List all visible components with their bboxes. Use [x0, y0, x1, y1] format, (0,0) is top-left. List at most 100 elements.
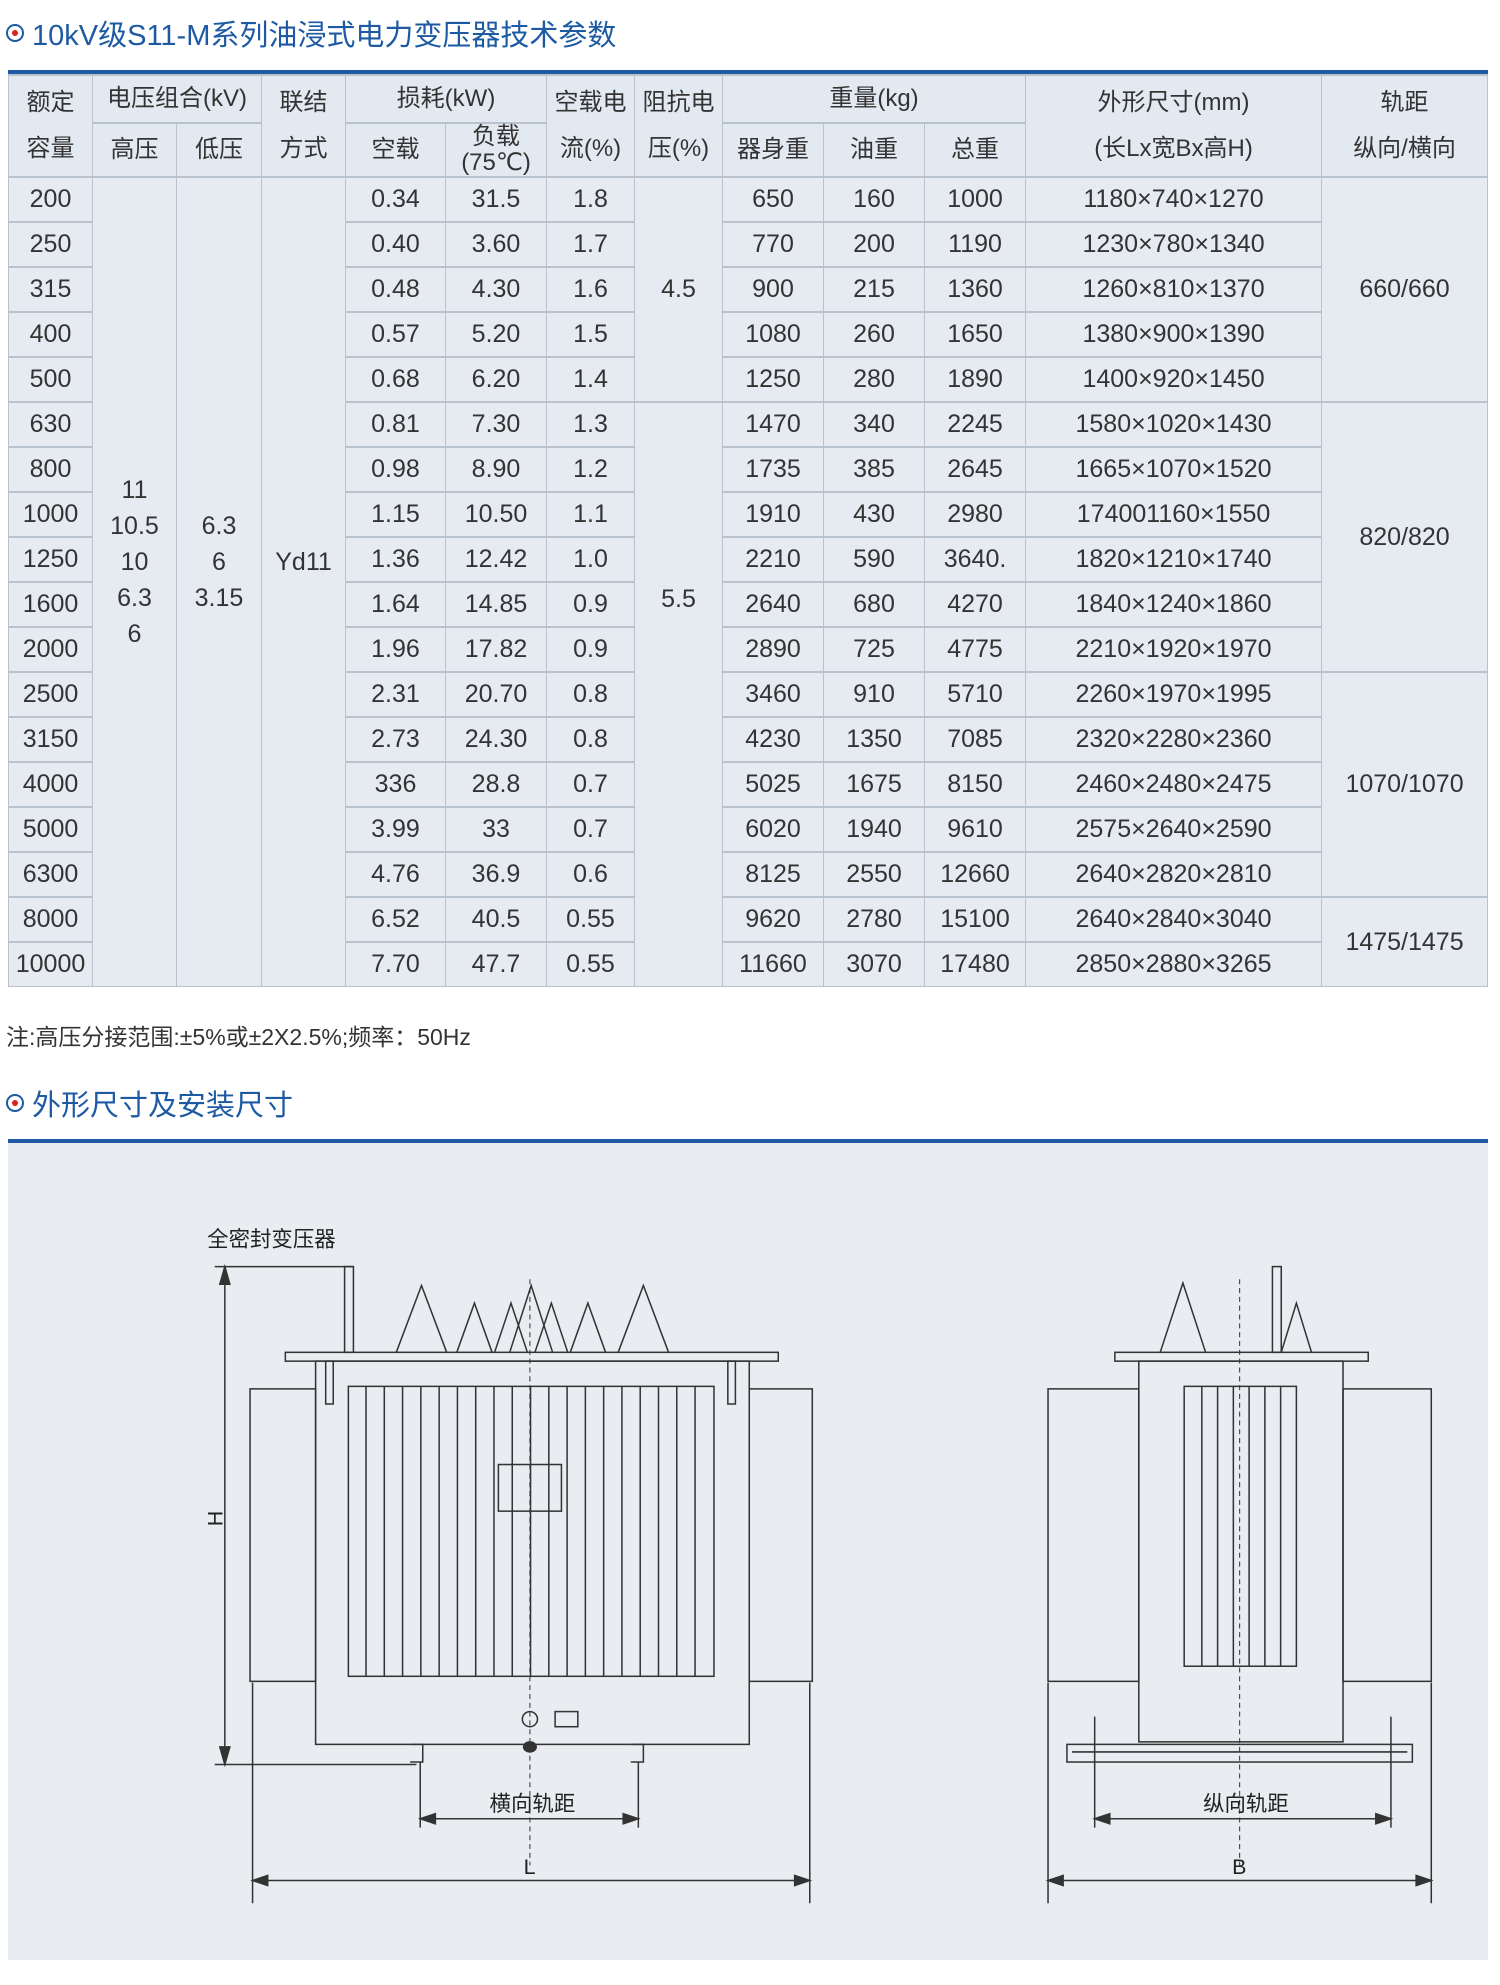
no-load-loss-cell: 0.34	[345, 176, 446, 223]
oil-weight-cell: 725	[823, 626, 926, 673]
header-impedance: 阻抗电压(%)	[634, 74, 724, 178]
dimensions-cell: 1230×780×1340	[1025, 221, 1323, 268]
no-load-current-cell: 0.7	[546, 806, 636, 853]
lv-values-cell: 6.3 6 3.15	[176, 176, 262, 987]
hv-value: 11	[121, 476, 148, 504]
capacity-cell: 1250	[8, 536, 93, 583]
total-weight-cell: 2645	[924, 446, 1027, 493]
header-no-load-current: 空载电 流(%)	[546, 74, 636, 178]
impedance-cell: 5.5	[634, 401, 724, 987]
oil-weight-cell: 340	[823, 401, 926, 448]
gauge-cell: 660/660	[1321, 176, 1489, 403]
gauge-cell: 1070/1070	[1321, 671, 1489, 898]
dimensions-cell: 2320×2280×2360	[1025, 716, 1323, 763]
no-load-current-cell: 0.7	[546, 761, 636, 808]
no-load-loss-cell: 6.52	[345, 896, 446, 943]
impedance-cell: 4.5	[634, 176, 724, 403]
total-weight-cell: 1000	[924, 176, 1027, 223]
oil-weight-cell: 2780	[823, 896, 926, 943]
body-weight-cell: 2210	[722, 536, 825, 583]
capacity-cell: 500	[8, 356, 93, 403]
oil-weight-cell: 2550	[823, 851, 926, 898]
total-weight-cell: 1190	[924, 221, 1027, 268]
no-load-current-cell: 1.1	[546, 491, 636, 538]
hv-values-cell: 11 10.5 10 6.3 6	[92, 176, 177, 987]
section-title-dimensions: 外形尺寸及安装尺寸	[6, 1082, 293, 1124]
capacity-cell: 250	[8, 221, 93, 268]
load-loss-cell: 5.20	[444, 311, 548, 358]
header-lv: 低压	[176, 122, 262, 178]
header-gauge: 轨距 纵向/横向	[1321, 74, 1489, 178]
capacity-cell: 1000	[8, 491, 93, 538]
total-weight-cell: 15100	[924, 896, 1027, 943]
dimensions-cell: 1820×1210×1740	[1025, 536, 1323, 583]
dimensions-cell: 1580×1020×1430	[1025, 401, 1323, 448]
header-connection: 联结 方式	[261, 74, 346, 178]
header-text: (75℃)	[461, 149, 531, 176]
lv-value: 3.15	[194, 584, 244, 612]
capacity-cell: 800	[8, 446, 93, 493]
front-view	[214, 1263, 814, 1904]
no-load-loss-cell: 0.81	[345, 401, 446, 448]
label-l: L	[524, 1855, 536, 1879]
no-load-loss-cell: 4.76	[345, 851, 446, 898]
lv-value: 6	[212, 548, 226, 576]
capacity-cell: 10000	[8, 941, 93, 987]
no-load-current-cell: 1.5	[546, 311, 636, 358]
capacity-cell: 2000	[8, 626, 93, 673]
load-loss-cell: 4.30	[444, 266, 548, 313]
body-weight-cell: 2890	[722, 626, 825, 673]
section-title-text: 10kV级S11-M系列油浸式电力变压器技术参数	[32, 20, 617, 52]
no-load-current-cell: 1.3	[546, 401, 636, 448]
capacity-cell: 8000	[8, 896, 93, 943]
no-load-current-cell: 0.8	[546, 671, 636, 718]
no-load-current-cell: 1.0	[546, 536, 636, 583]
divider	[8, 1139, 1488, 1143]
body-weight-cell: 4230	[722, 716, 825, 763]
header-text: 阻抗电	[642, 89, 715, 116]
load-loss-cell: 33	[444, 806, 548, 853]
gauge-cell: 1475/1475	[1321, 896, 1489, 987]
total-weight-cell: 7085	[924, 716, 1027, 763]
table-row: 6300 4.76 36.9 0.6 8125 2550 12660 2640×2820×28…	[8, 851, 1488, 898]
total-weight-cell: 1890	[924, 356, 1027, 403]
dimensions-cell: 1400×920×1450	[1025, 356, 1323, 403]
no-load-loss-cell: 1.96	[345, 626, 446, 673]
no-load-current-cell: 1.4	[546, 356, 636, 403]
no-load-current-cell: 0.8	[546, 716, 636, 763]
no-load-current-cell: 0.6	[546, 851, 636, 898]
header-text: 压(%)	[647, 135, 710, 162]
load-loss-cell: 6.20	[444, 356, 548, 403]
header-load: 负载 (75℃)	[444, 122, 548, 178]
header-text: 纵向/横向	[1353, 135, 1456, 162]
table-row: 2000 1.96 17.82 0.9 2890 725 4775 2210×1920×197…	[8, 626, 1488, 673]
table-row: 4000 336 28.8 0.7 5025 1675 8150 2460×2480×2475	[8, 761, 1488, 808]
table-row: 800 0.98 8.90 1.2 1735 385 2645 1665×1070×1520	[8, 446, 1488, 493]
label-b: B	[1232, 1855, 1246, 1879]
table-row: 8000 6.52 40.5 0.55 9620 2780 15100 2640×2840×3…	[8, 896, 1489, 987]
body-weight-cell: 1080	[722, 311, 825, 358]
header-hv: 高压	[92, 122, 177, 178]
section-title-text: 外形尺寸及安装尺寸	[32, 1090, 294, 1122]
header-body-weight: 器身重	[722, 122, 825, 178]
body-weight-cell: 1735	[722, 446, 825, 493]
header-text: 外形尺寸(mm)	[1097, 89, 1250, 116]
dimensions-cell: 2575×2640×2590	[1025, 806, 1323, 853]
capacity-cell: 400	[8, 311, 93, 358]
no-load-loss-cell: 7.70	[345, 941, 446, 987]
header-oil-weight: 油重	[823, 122, 926, 178]
load-loss-cell: 24.30	[444, 716, 548, 763]
no-load-loss-cell: 336	[345, 761, 446, 808]
no-load-current-cell: 1.8	[546, 176, 636, 223]
header-text: 额定	[26, 89, 75, 116]
no-load-current-cell: 0.55	[546, 941, 636, 987]
no-load-current-cell: 1.6	[546, 266, 636, 313]
oil-weight-cell: 215	[823, 266, 926, 313]
table-row: 1600 1.64 14.85 0.9 2640 680 4270 1840×1240×186…	[8, 581, 1488, 628]
total-weight-cell: 12660	[924, 851, 1027, 898]
oil-weight-cell: 3070	[823, 941, 926, 987]
dimensions-cell: 2260×1970×1995	[1025, 671, 1323, 718]
header-capacity: 额定 容量	[8, 74, 93, 178]
header-text: 空载电	[554, 89, 627, 116]
no-load-current-cell: 0.9	[546, 626, 636, 673]
